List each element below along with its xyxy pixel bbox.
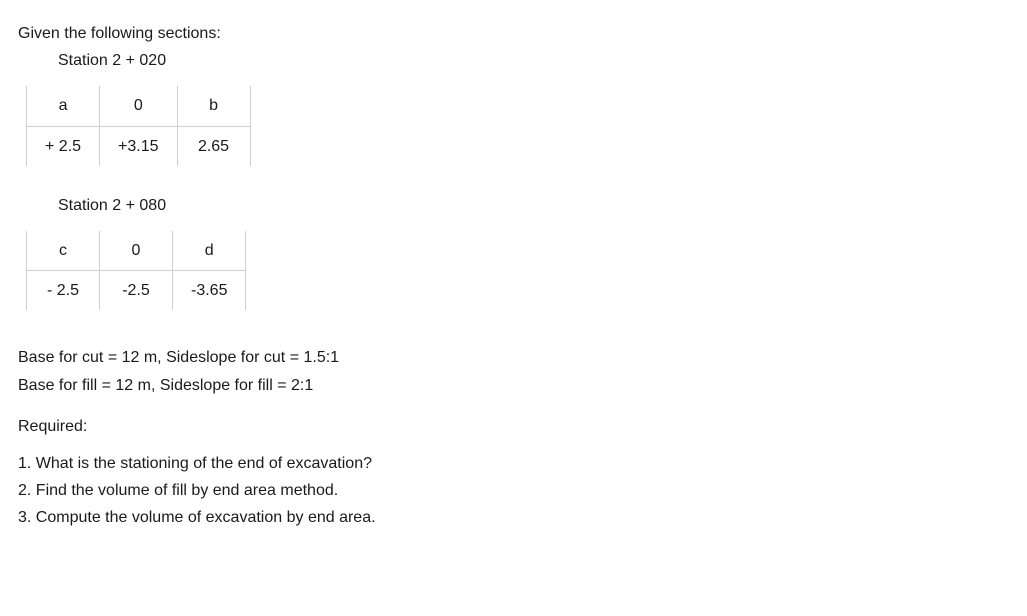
cell: c [27, 231, 100, 271]
table-row: a 0 b [27, 86, 251, 126]
cell: d [173, 231, 246, 271]
cell: 0 [100, 231, 173, 271]
param-fill: Base for fill = 12 m, Sideslope for fill… [18, 374, 1009, 397]
station1-label: Station 2 + 020 [58, 49, 1009, 72]
table-row: - 2.5 -2.5 -3.65 [27, 271, 246, 311]
cell: -2.5 [100, 271, 173, 311]
intro-text: Given the following sections: [18, 22, 1009, 45]
cell: +3.15 [100, 126, 177, 166]
parameters-block: Base for cut = 12 m, Sideslope for cut =… [18, 346, 1009, 396]
cell: + 2.5 [27, 126, 100, 166]
station2-label: Station 2 + 080 [58, 194, 1009, 217]
cell: - 2.5 [27, 271, 100, 311]
table-row: + 2.5 +3.15 2.65 [27, 126, 251, 166]
questions-block: 1. What is the stationing of the end of … [18, 452, 1009, 530]
station2-table: c 0 d - 2.5 -2.5 -3.65 [26, 231, 246, 310]
table-row: c 0 d [27, 231, 246, 271]
question-2: 2. Find the volume of fill by end area m… [18, 479, 1009, 502]
question-3: 3. Compute the volume of excavation by e… [18, 506, 1009, 529]
station1-table: a 0 b + 2.5 +3.15 2.65 [26, 86, 251, 165]
cell: 0 [100, 86, 177, 126]
cell: a [27, 86, 100, 126]
cell: b [177, 86, 250, 126]
param-cut: Base for cut = 12 m, Sideslope for cut =… [18, 346, 1009, 369]
cell: -3.65 [173, 271, 246, 311]
question-1: 1. What is the stationing of the end of … [18, 452, 1009, 475]
required-label: Required: [18, 415, 1009, 438]
cell: 2.65 [177, 126, 250, 166]
